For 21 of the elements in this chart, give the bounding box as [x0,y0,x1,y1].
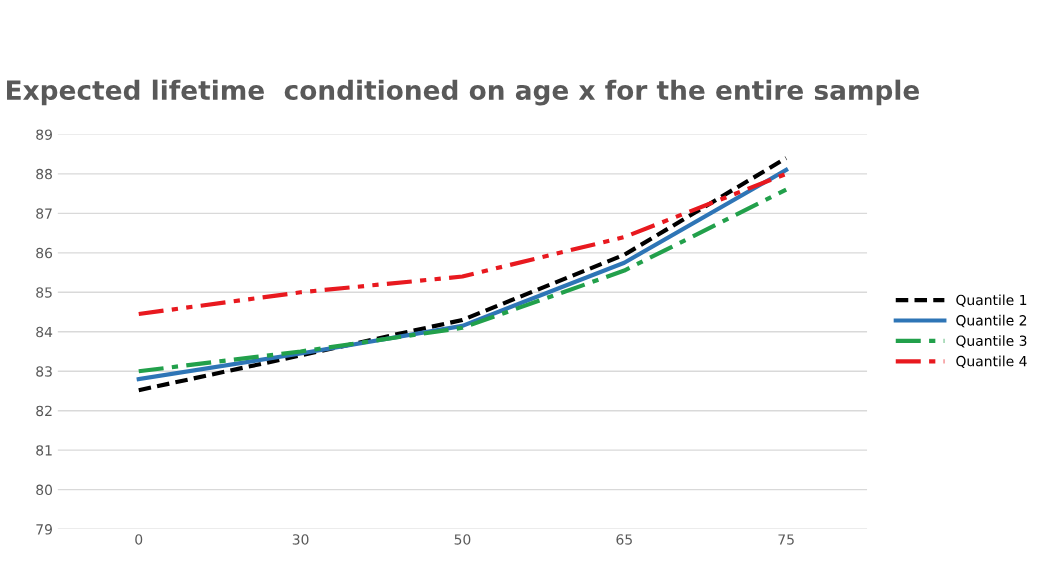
y-tick-label: 87 [36,208,52,219]
chart-title: Expected lifetime conditioned on age x for the entire sample [7,79,920,106]
y-tick-label: 81 [36,445,52,456]
x-tick-label: 50 [454,534,471,545]
legend-label: Quantile 3 [956,335,1027,348]
y-tick-label: 89 [36,129,52,140]
y-tick-label: 83 [36,366,52,377]
legend-label: Quantile 2 [956,314,1027,328]
x-tick-label: 75 [778,534,794,545]
x-tick-label: 0 [135,534,143,545]
y-tick-label: 80 [36,484,53,496]
y-tick-label: 84 [36,326,53,338]
legend-label: Quantile 1 [956,294,1027,307]
y-tick-label: 82 [36,405,52,417]
x-tick-label: 65 [616,534,632,545]
y-tick-label: 88 [36,168,52,180]
y-tick-label: 85 [36,287,52,298]
legend-label: Quantile 4 [956,355,1027,368]
x-tick-label: 30 [292,534,309,545]
y-tick-label: 86 [36,247,53,259]
y-tick-label: 79 [36,524,52,535]
